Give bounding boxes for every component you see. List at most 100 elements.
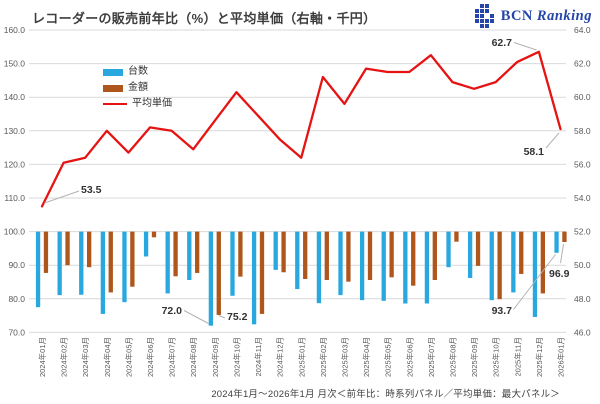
annotation-leader bbox=[44, 190, 80, 204]
bar-金額-2025年04月 bbox=[367, 231, 373, 280]
left-axis-tick: 90.0 bbox=[8, 260, 25, 270]
bar-金額-2024年11月 bbox=[259, 231, 265, 314]
annotation-平均単価-53.5: 53.5 bbox=[81, 184, 102, 196]
bar-金額-2025年12月 bbox=[540, 231, 545, 294]
right-axis-tick: 60.0 bbox=[574, 92, 591, 102]
left-axis-tick: 80.0 bbox=[8, 294, 25, 304]
bar-金額-2024年07月 bbox=[173, 231, 178, 277]
bar-台数-2025年05月 bbox=[381, 231, 386, 301]
x-axis-label: 2025年10月 bbox=[491, 337, 501, 377]
logo-square bbox=[474, 9, 479, 13]
bar-台数-2025年02月 bbox=[316, 231, 322, 304]
annotation-平均単価-62.7: 62.7 bbox=[492, 37, 513, 49]
logo-square bbox=[484, 24, 489, 28]
legend-item-1: 金額 bbox=[103, 82, 172, 94]
bar-台数-2025年10月 bbox=[489, 231, 494, 301]
annotation-leader bbox=[545, 132, 560, 149]
bcn-logo-text: BCN Ranking bbox=[501, 8, 592, 25]
right-axis-tick: 58.0 bbox=[574, 126, 591, 136]
logo-square bbox=[479, 14, 484, 18]
bar-金額-2024年09月 bbox=[216, 231, 221, 315]
bar-台数-2025年06月 bbox=[403, 231, 408, 304]
bar-台数-2024年05月 bbox=[122, 231, 127, 303]
bcn-logo-mark bbox=[474, 4, 494, 28]
x-axis-label: 2024年09月 bbox=[210, 337, 220, 377]
bar-台数-2024年06月 bbox=[143, 231, 149, 257]
x-axis-label: 2025年09月 bbox=[469, 337, 479, 377]
logo-square bbox=[474, 14, 479, 18]
logo-square bbox=[479, 19, 484, 23]
x-axis-label: 2024年11月 bbox=[253, 337, 263, 376]
x-axis-label: 2024年10月 bbox=[231, 337, 241, 377]
bar-台数-2025年09月 bbox=[467, 231, 473, 278]
bar-金額-2024年04月 bbox=[108, 231, 113, 293]
logo-square bbox=[484, 9, 489, 13]
right-axis-tick: 52.0 bbox=[574, 227, 591, 237]
annotation-leader bbox=[218, 315, 226, 319]
bar-台数-2025年07月 bbox=[424, 231, 430, 304]
legend-label-2: 平均単価 bbox=[132, 98, 172, 109]
x-axis-label: 2024年08月 bbox=[188, 337, 198, 377]
right-axis-tick: 64.0 bbox=[574, 25, 591, 35]
left-axis-tick: 100.0 bbox=[4, 227, 26, 237]
bar-金額-2025年08月 bbox=[454, 231, 459, 242]
bar-金額-2025年09月 bbox=[475, 231, 481, 266]
x-axis-label: 2025年11月 bbox=[512, 337, 522, 376]
x-axis-label: 2025年03月 bbox=[339, 337, 349, 377]
bar-台数-2024年10月 bbox=[230, 231, 235, 296]
bar-金額-2025年03月 bbox=[346, 231, 351, 282]
left-axis-tick: 120.0 bbox=[4, 159, 26, 169]
annotation-台数-93.7: 93.7 bbox=[492, 305, 513, 317]
bar-金額-2025年02月 bbox=[324, 231, 329, 280]
bcn-logo-text-ranking: Ranking bbox=[536, 7, 592, 24]
x-axis-label: 2024年07月 bbox=[167, 337, 177, 377]
x-axis-label: 2026年01月 bbox=[556, 337, 566, 377]
annotation-金額-75.2: 75.2 bbox=[227, 311, 248, 323]
annotation-leader bbox=[513, 42, 537, 51]
legend-item-0: 台数 bbox=[103, 66, 172, 78]
bar-金額-2024年05月 bbox=[130, 231, 135, 287]
bar-台数-2025年04月 bbox=[359, 231, 365, 301]
x-axis-label: 2024年03月 bbox=[80, 337, 90, 377]
x-axis-label: 2024年12月 bbox=[275, 337, 285, 377]
x-axis-label: 2025年05月 bbox=[383, 337, 393, 377]
logo-square bbox=[484, 4, 489, 8]
x-axis-label: 2024年01月 bbox=[37, 337, 47, 377]
legend-swatch-2 bbox=[103, 102, 127, 106]
bar-台数-2026年01月 bbox=[554, 231, 559, 253]
x-axis-label: 2024年02月 bbox=[59, 337, 69, 377]
bar-金額-2025年07月 bbox=[432, 231, 437, 280]
bar-金額-2025年01月 bbox=[303, 231, 308, 279]
x-axis-label: 2025年01月 bbox=[296, 337, 306, 377]
bar-台数-2024年11月 bbox=[251, 231, 257, 325]
bar-台数-2025年11月 bbox=[511, 231, 516, 293]
bar-金額-2024年01月 bbox=[43, 231, 49, 273]
bar-台数-2024年12月 bbox=[273, 231, 278, 270]
bar-台数-2025年01月 bbox=[295, 231, 300, 290]
left-axis-tick: 140.0 bbox=[4, 92, 26, 102]
bcn-logo-text-bcn: BCN bbox=[500, 7, 533, 24]
x-axis-label: 2024年05月 bbox=[123, 337, 133, 377]
bar-金額-2025年05月 bbox=[389, 231, 394, 278]
legend-swatch-1 bbox=[103, 84, 123, 92]
bar-台数-2024年03月 bbox=[79, 231, 84, 295]
left-axis-tick: 110.0 bbox=[4, 193, 25, 203]
bar-台数-2024年08月 bbox=[187, 231, 192, 280]
right-axis-tick: 54.0 bbox=[574, 193, 591, 203]
bar-金額-2025年11月 bbox=[519, 231, 524, 274]
x-axis-label: 2024年06月 bbox=[145, 337, 155, 377]
page-title: レコーダーの販売前年比（%）と平均単価（右軸・千円） bbox=[32, 11, 377, 26]
bar-台数-2024年01月 bbox=[35, 231, 41, 308]
logo-square bbox=[489, 19, 494, 23]
right-axis-tick: 56.0 bbox=[574, 159, 591, 169]
legend-label-0: 台数 bbox=[128, 66, 148, 77]
x-axis-label: 2025年12月 bbox=[534, 337, 544, 377]
logo-square bbox=[479, 9, 484, 13]
left-axis-tick: 70.0 bbox=[8, 327, 25, 337]
right-axis-tick: 48.0 bbox=[574, 294, 591, 304]
bar-金額-2024年02月 bbox=[65, 231, 70, 266]
bar-台数-2024年04月 bbox=[100, 231, 106, 314]
legend-swatch-0 bbox=[103, 68, 123, 76]
bar-台数-2024年09月 bbox=[208, 231, 214, 326]
